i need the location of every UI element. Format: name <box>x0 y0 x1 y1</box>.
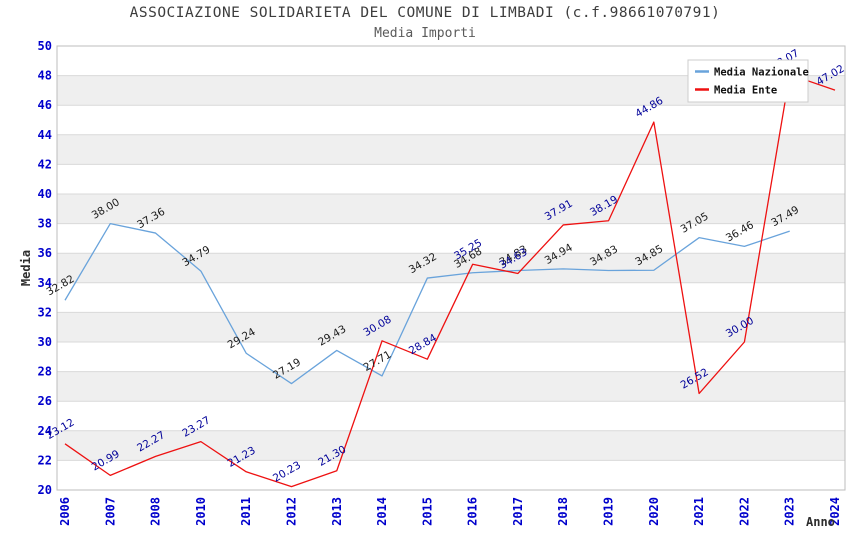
x-tick-label: 2021 <box>692 497 706 526</box>
y-tick-label: 44 <box>38 128 52 142</box>
x-tick-label: 2012 <box>284 497 298 526</box>
y-tick-label: 36 <box>38 246 52 260</box>
x-tick-label: 2016 <box>466 497 480 526</box>
chart-subtitle: Media Importi <box>374 26 476 41</box>
x-tick-label: 2015 <box>420 497 434 526</box>
y-tick-label: 20 <box>38 483 52 497</box>
plot-band <box>57 164 845 194</box>
x-tick-label: 2011 <box>239 497 253 526</box>
plot-band <box>57 430 845 461</box>
x-tick-label: 2014 <box>375 497 389 526</box>
plot-band <box>57 282 845 313</box>
x-tick-label: 2019 <box>602 497 616 526</box>
y-axis-ticks: 20 22 24 26 28 30 32 34 36 38 40 42 44 46 48 50 <box>38 39 52 497</box>
series-lines <box>64 73 836 488</box>
y-tick-label: 42 <box>38 157 52 171</box>
legend: Media Nazionale Media Ente <box>687 59 809 103</box>
x-tick-label: 2017 <box>511 497 525 526</box>
plot-border <box>56 45 846 491</box>
x-tick-label: 2010 <box>194 497 208 526</box>
plot-band <box>57 223 845 254</box>
x-tick-label: 2013 <box>330 497 344 526</box>
x-tick-label: 2006 <box>58 497 72 526</box>
plot-band <box>57 342 845 372</box>
plot-band <box>57 253 845 283</box>
y-tick-label: 38 <box>38 217 52 231</box>
plot-band <box>57 460 845 490</box>
y-tick-label: 50 <box>38 39 52 53</box>
plot-band <box>57 194 845 224</box>
legend-label-nazionale: Media Nazionale <box>714 67 809 79</box>
plot-band <box>57 312 845 342</box>
x-tick-label: 2007 <box>103 497 117 526</box>
y-tick-label: 26 <box>38 394 52 408</box>
x-tick-label: 2008 <box>149 497 163 526</box>
x-axis-ticks: 2006 2007 2008 2010 2011 2012 2013 2014 2015 2016… <box>58 497 842 526</box>
plot-band <box>57 105 845 135</box>
y-axis-title: Media <box>19 250 33 286</box>
x-tick-label: 2020 <box>647 497 661 526</box>
y-tick-label: 28 <box>38 365 52 379</box>
legend-label-ente: Media Ente <box>714 85 777 97</box>
legend-box <box>687 59 809 103</box>
series-line-media-ente <box>64 73 836 488</box>
plot-band <box>57 134 845 165</box>
plot-band <box>57 401 845 431</box>
y-tick-label: 46 <box>38 98 52 112</box>
y-tick-label: 34 <box>38 276 52 290</box>
plot-bands <box>57 46 845 490</box>
y-tick-label: 30 <box>38 335 52 349</box>
x-tick-label: 2023 <box>783 497 797 526</box>
series-line-media-nazionale <box>64 222 790 385</box>
x-axis-title: Anno <box>806 515 835 529</box>
plot-band <box>57 371 845 402</box>
x-tick-label: 2022 <box>737 497 751 526</box>
y-tick-label: 24 <box>38 424 52 438</box>
y-tick-label: 48 <box>38 69 52 83</box>
y-tick-label: 40 <box>38 187 52 201</box>
y-tick-label: 32 <box>38 305 52 319</box>
x-tick-label: 2018 <box>556 497 570 526</box>
x-tick-label: 2024 <box>828 497 842 526</box>
chart-title: ASSOCIAZIONE SOLIDARIETA DEL COMUNE DI L… <box>129 5 721 21</box>
y-tick-label: 22 <box>38 453 52 467</box>
